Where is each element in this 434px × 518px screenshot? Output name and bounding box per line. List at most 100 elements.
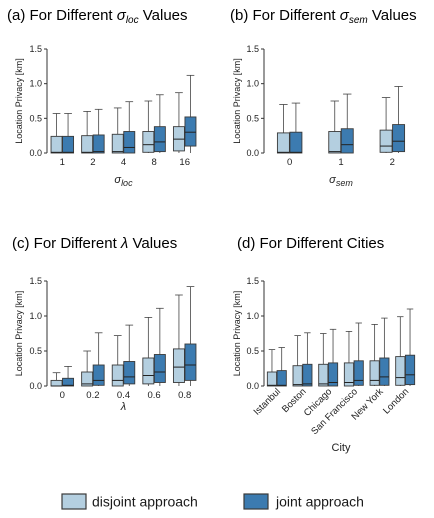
y-tick-label: 1.5 [29,276,42,286]
box-iqr [343,362,355,387]
y-tick-label: 1.5 [29,44,42,54]
y-tick-label: 1.0 [29,79,42,89]
x-tick-label: 0.4 [117,390,130,401]
box-iqr [266,371,278,387]
chart-title: (d) For Different Cities [237,235,384,252]
box-iqr [81,135,94,154]
chart-sigma-sem: (b) For Different σsem Values 0.0 0.5 1.0 1.… [230,7,417,188]
box-joint [153,94,166,153]
box-disjoint [142,100,155,153]
chart-title-prefix: (b) For Different [230,7,340,24]
box-iqr [92,364,105,386]
box-disjoint [318,333,329,387]
box-joint [327,328,339,387]
box-iqr [62,377,75,387]
x-tick-label: 0 [287,157,292,168]
box-disjoint [369,323,380,386]
box-iqr [111,364,124,387]
x-tick-label: 1 [338,157,343,168]
box-iqr [327,362,339,387]
box-iqr [81,371,94,387]
box-iqr [111,133,124,154]
x-axis-label: City [332,442,351,454]
box-joint [302,332,313,387]
box-iqr [328,131,342,154]
box-iqr [276,132,290,154]
box-iqr [172,348,185,383]
legend-swatch-joint [243,493,269,510]
chart-sigma-loc: (a) For Different σloc Values 0.0 0.5 1.0 1.… [7,7,197,188]
box-joint [353,322,364,386]
box-iqr [50,379,63,387]
box-iqr [50,135,63,154]
box-joint [62,365,75,387]
box-iqr [153,126,166,153]
box-disjoint [328,100,342,154]
legend-label-joint: joint approach [275,494,364,510]
box-disjoint [111,107,124,154]
chart-title-symbol: σ [117,7,127,24]
box-disjoint [142,316,155,386]
y-tick-label: 0.5 [29,346,42,356]
box-disjoint [379,97,393,153]
box-iqr [184,116,197,147]
y-tick-label: 1.0 [246,311,259,321]
y-axis-label: Location Privacy [km] [232,291,242,377]
box-iqr [123,131,136,154]
box-iqr [404,354,416,386]
box-joint [123,324,136,386]
legend-label-disjoint: disjoint approach [92,494,198,510]
chart-title-suffix: Values [368,7,417,24]
box-iqr [379,357,390,386]
y-tick-label: 1.0 [246,79,259,89]
box-iqr [392,124,406,153]
box-iqr [62,135,75,154]
chart-title: (c) For Different λ Values [12,235,177,252]
chart-title: (b) For Different σsem Values [230,7,417,26]
x-axis-label: λ [120,401,126,413]
box-iqr [92,134,105,154]
chart-title: (a) For Different σloc Values [7,7,188,26]
box-iqr [276,370,287,387]
box-disjoint [172,294,185,386]
box-joint [379,317,390,386]
y-tick-label: 0.0 [246,381,259,391]
box-joint [276,347,287,387]
box-iqr [369,360,380,386]
box-iqr [142,357,155,385]
box-joint [92,108,105,154]
y-axis-label: Location Privacy [km] [232,58,242,144]
chart-cities: (d) For Different Cities 0.0 0.5 1.0 1.5 Loca… [232,235,416,454]
x-tick-label: 0.2 [86,390,99,401]
box-joint [340,93,354,154]
box-iqr [302,363,313,387]
x-tick-label: 2 [390,157,395,168]
box-disjoint [50,372,63,387]
box-disjoint [81,350,94,387]
box-disjoint [266,349,278,387]
box-iqr [184,343,197,381]
box-iqr [340,128,354,154]
chart-title-prefix: (d) For Different Cities [237,235,384,252]
legend-swatch-disjoint [61,493,87,510]
box-iqr [142,131,155,153]
chart-title-prefix: (c) For Different [12,235,121,252]
box-iqr [153,354,166,383]
box-disjoint [292,335,303,387]
chart-title-symbol: σ [340,7,350,24]
box-iqr [379,129,393,153]
box-joint [62,113,75,154]
box-disjoint [172,92,185,153]
chart-lambda: (c) For Different λ Values 0.0 0.5 1.0 1.5 Lo… [12,235,197,413]
box-disjoint [50,113,63,154]
legend: disjoint approach joint approach [61,493,364,510]
y-tick-label: 0.0 [29,381,42,391]
box-iqr [123,361,136,385]
y-tick-label: 0.5 [246,346,259,356]
box-iqr [289,131,303,154]
box-iqr [318,363,329,387]
y-tick-label: 0.0 [29,148,42,158]
x-axis-label: σsem [329,174,353,188]
y-tick-label: 1.0 [29,311,42,321]
